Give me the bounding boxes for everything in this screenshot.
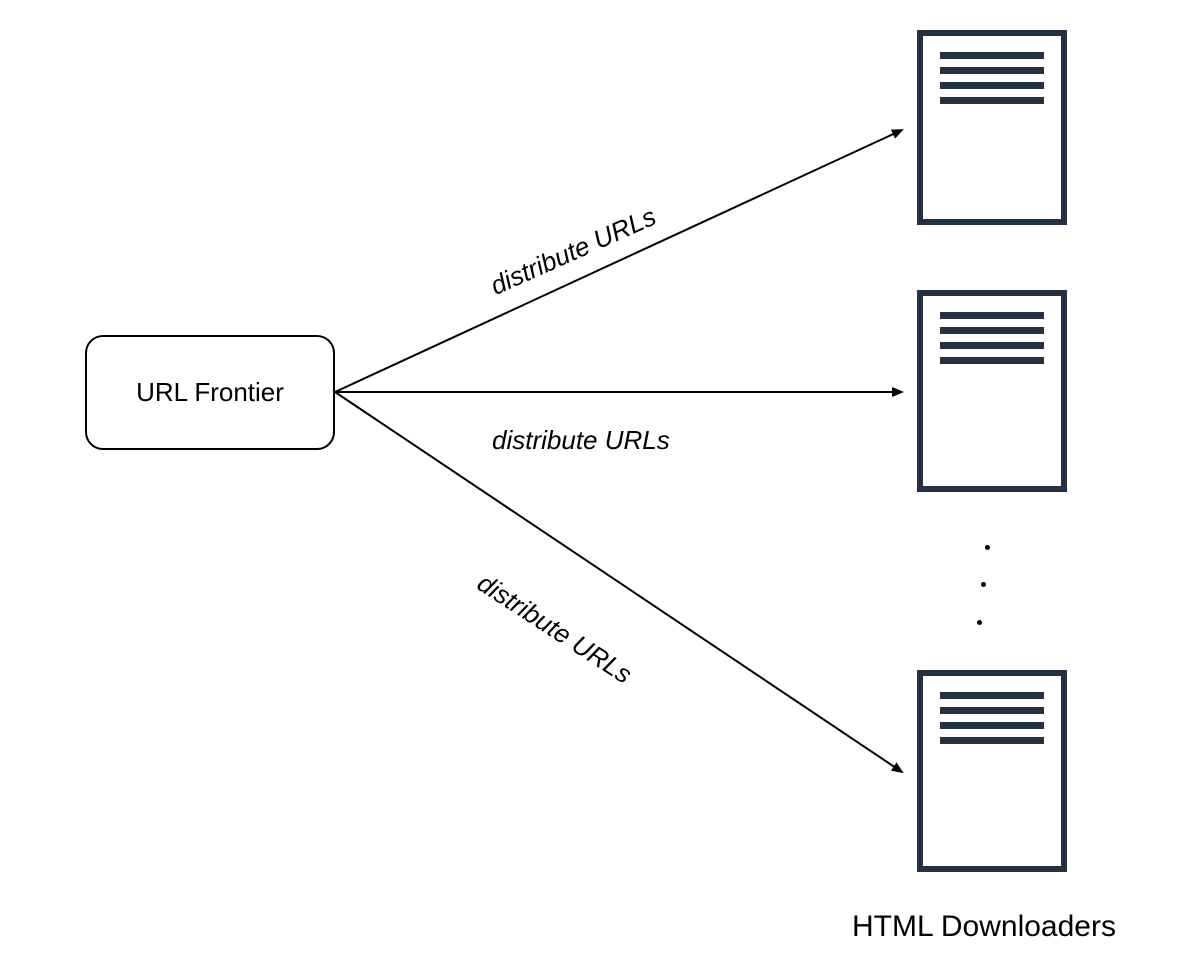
diagram-canvas: URL Frontier distribute URLs distribute … xyxy=(0,0,1202,978)
ellipsis-dot xyxy=(977,620,982,625)
ellipsis-dot xyxy=(981,582,986,587)
url-frontier-label: URL Frontier xyxy=(136,377,284,408)
server-node xyxy=(917,30,1067,225)
downloaders-group-label: HTML Downloaders xyxy=(852,910,1116,944)
edge-label: distribute URLs xyxy=(492,425,670,456)
edge-label: distribute URLs xyxy=(486,201,661,302)
edge-label: distribute URLs xyxy=(472,568,638,691)
server-icon xyxy=(940,692,1044,744)
edge-arrow xyxy=(335,130,902,392)
server-icon xyxy=(940,52,1044,104)
server-icon xyxy=(940,312,1044,364)
url-frontier-node: URL Frontier xyxy=(85,335,335,450)
server-node xyxy=(917,670,1067,872)
server-node xyxy=(917,290,1067,492)
ellipsis-dot xyxy=(985,545,990,550)
